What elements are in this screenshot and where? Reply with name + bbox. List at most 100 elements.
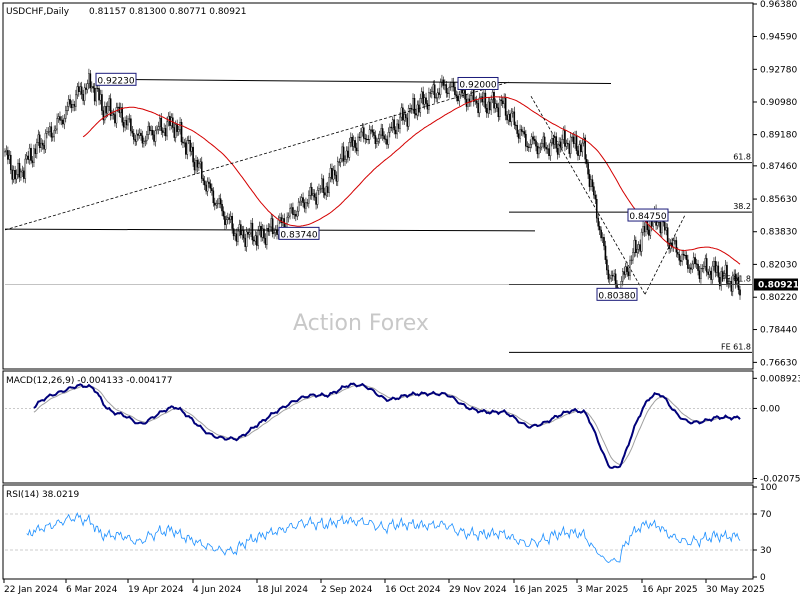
time-axis-label: 16 Jan 2025 bbox=[514, 585, 568, 595]
candle-body bbox=[504, 97, 507, 116]
candle-body bbox=[37, 134, 40, 143]
candle bbox=[510, 108, 513, 127]
candle bbox=[569, 131, 572, 159]
candle-body bbox=[114, 114, 116, 124]
candle-body bbox=[720, 271, 722, 287]
candle-body bbox=[739, 289, 741, 296]
candle-body bbox=[730, 281, 733, 292]
candle bbox=[131, 126, 134, 137]
candle-body bbox=[627, 271, 630, 276]
candle-body bbox=[444, 84, 446, 86]
candle bbox=[31, 155, 34, 168]
candle-body bbox=[564, 130, 566, 147]
candle bbox=[378, 130, 381, 144]
candle bbox=[63, 114, 66, 130]
macd-line bbox=[33, 382, 741, 469]
candle bbox=[206, 177, 209, 197]
candle-body bbox=[164, 128, 167, 137]
candle bbox=[739, 285, 741, 300]
candle bbox=[554, 131, 556, 149]
candle-body bbox=[251, 222, 254, 241]
candle bbox=[281, 214, 284, 227]
candle bbox=[44, 129, 47, 153]
candle bbox=[691, 260, 694, 273]
candle-body bbox=[89, 73, 92, 89]
candle-body bbox=[736, 276, 738, 284]
candle-body bbox=[80, 86, 83, 95]
candle-body bbox=[91, 86, 93, 89]
candle bbox=[341, 143, 343, 163]
candle bbox=[242, 225, 245, 243]
candle-body bbox=[397, 123, 400, 129]
candle bbox=[332, 165, 335, 185]
candle bbox=[685, 251, 688, 265]
candle bbox=[264, 233, 267, 248]
candle bbox=[549, 139, 552, 161]
price-label: 0.80380 bbox=[598, 291, 635, 301]
candle-body bbox=[280, 217, 283, 223]
candle-body bbox=[309, 186, 312, 196]
candle-body bbox=[501, 100, 504, 104]
candle bbox=[684, 250, 686, 259]
candle bbox=[260, 221, 262, 242]
candle bbox=[263, 224, 265, 244]
candle bbox=[623, 266, 626, 280]
candle-body bbox=[128, 118, 131, 120]
candle-body bbox=[400, 107, 403, 118]
candle-body bbox=[15, 174, 18, 180]
candle bbox=[692, 252, 695, 270]
resistance-trendline bbox=[96, 78, 612, 84]
candle bbox=[255, 231, 258, 251]
candle-body bbox=[96, 88, 99, 90]
candle-body bbox=[601, 237, 604, 239]
candle bbox=[222, 206, 225, 220]
candle bbox=[326, 181, 329, 198]
candle bbox=[435, 93, 437, 103]
candle-body bbox=[186, 140, 189, 155]
candle bbox=[451, 78, 453, 92]
candle bbox=[438, 87, 440, 100]
candle-body bbox=[710, 270, 712, 280]
candle bbox=[251, 218, 254, 245]
candle bbox=[536, 142, 539, 159]
candle-body bbox=[717, 265, 720, 278]
candle-body bbox=[681, 253, 683, 262]
candle bbox=[520, 125, 523, 136]
candle-body bbox=[203, 180, 206, 186]
candle bbox=[561, 134, 563, 152]
candle bbox=[354, 136, 356, 153]
candle bbox=[538, 143, 540, 159]
time-axis-label: 30 May 2025 bbox=[706, 585, 765, 595]
candle bbox=[164, 124, 167, 142]
candle bbox=[287, 212, 290, 223]
candle bbox=[20, 168, 22, 181]
candle-body bbox=[82, 94, 84, 101]
candle-body bbox=[711, 265, 714, 280]
candle bbox=[27, 151, 29, 164]
price-label: 0.92000 bbox=[459, 80, 496, 90]
candle-body bbox=[499, 99, 501, 118]
candle-body bbox=[56, 118, 58, 130]
candle bbox=[104, 101, 106, 124]
candle bbox=[635, 236, 637, 257]
candle-body bbox=[697, 264, 699, 271]
price-layer: 61.8 38.2 FE 61.8 FE 61.8 0.92230 0.92000 0.83… bbox=[4, 68, 752, 353]
rsi-axis-label: 70 bbox=[760, 510, 772, 520]
candle bbox=[38, 131, 41, 153]
time-axis-label: 29 Nov 2024 bbox=[449, 585, 507, 595]
candle bbox=[49, 122, 51, 137]
candle-body bbox=[125, 120, 128, 126]
candle bbox=[72, 99, 74, 112]
candle bbox=[51, 132, 54, 142]
candle bbox=[192, 142, 194, 167]
candle bbox=[727, 278, 730, 289]
candle bbox=[244, 233, 246, 252]
candle bbox=[559, 137, 562, 153]
candle bbox=[513, 106, 516, 130]
candle-body bbox=[187, 140, 190, 142]
candle-body bbox=[475, 100, 478, 104]
candle bbox=[575, 130, 578, 155]
candle-body bbox=[67, 99, 70, 107]
candle bbox=[180, 118, 183, 146]
candle-body bbox=[83, 87, 86, 101]
